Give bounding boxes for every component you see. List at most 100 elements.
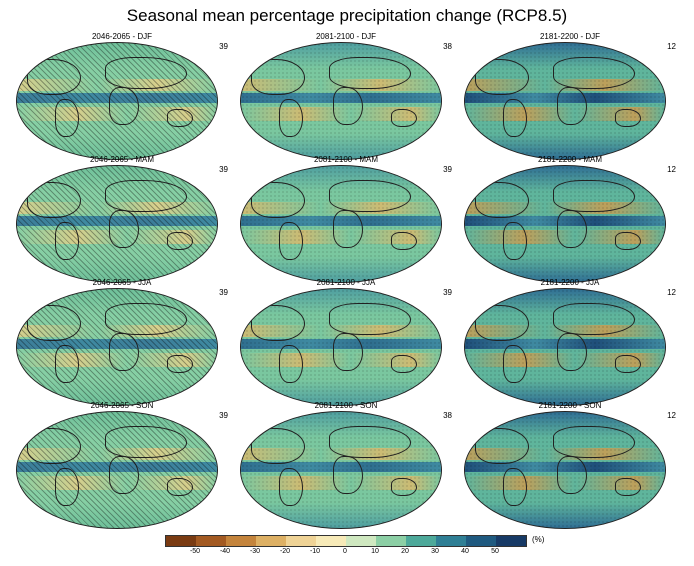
panel-title: 2081-2100 - MAM: [313, 155, 379, 164]
panel-title: 2081-2100 - JJA: [316, 278, 376, 287]
continent-outline: [553, 180, 635, 212]
continent-outline: [553, 303, 635, 335]
continent-outline: [27, 182, 81, 218]
continent-outline: [167, 232, 193, 250]
continent-outline: [55, 468, 79, 506]
continent-outline: [27, 428, 81, 464]
continent-outline: [109, 333, 139, 371]
model-count: 39: [219, 411, 228, 420]
continent-outline: [333, 333, 363, 371]
continent-outline: [475, 182, 529, 218]
colorbar-segment: [496, 536, 526, 546]
continent-outline: [251, 182, 305, 218]
colorbar-tick: 10: [371, 548, 379, 555]
panel-title: 2181-2200 - MAM: [537, 155, 603, 164]
panel-title: 2181-2200 - JJA: [540, 278, 600, 287]
precipitation-map: [16, 165, 218, 283]
panel-title: 2046-2065 - SON: [90, 401, 154, 410]
precipitation-map: [240, 288, 442, 406]
continent-outline: [27, 59, 81, 95]
model-count: 38: [443, 411, 452, 420]
continent-outline: [105, 426, 187, 458]
continent-outline: [475, 305, 529, 341]
continent-outline: [329, 180, 411, 212]
continent-outline: [279, 222, 303, 260]
map-panel: 2046-2065 - DJF 39: [14, 32, 230, 160]
stippling-overlay: [241, 43, 441, 159]
hatching-overlay: [17, 43, 217, 159]
continent-outline: [557, 456, 587, 494]
stippling-overlay: [465, 289, 665, 405]
continent-outline: [615, 355, 641, 373]
continent-outline: [615, 109, 641, 127]
continent-outline: [279, 99, 303, 137]
map-panel: 2181-2200 - DJF 12: [462, 32, 678, 160]
precipitation-map: [240, 42, 442, 160]
colorbar-segment: [406, 536, 436, 546]
continent-outline: [503, 99, 527, 137]
continent-outline: [391, 232, 417, 250]
map-panel: 2046-2065 - SON 39: [14, 401, 230, 529]
colorbar-segment: [226, 536, 256, 546]
figure-title: Seasonal mean percentage precipitation c…: [126, 6, 568, 25]
colorbar-tick: 0: [343, 548, 347, 555]
colorbar-tick: 20: [401, 548, 409, 555]
colorbar-unit: (%): [532, 535, 545, 544]
continent-outline: [279, 468, 303, 506]
panel-title: 2046-2065 - MAM: [89, 155, 155, 164]
colorbar-segment: [376, 536, 406, 546]
stippling-overlay: [241, 166, 441, 282]
continent-outline: [167, 355, 193, 373]
precipitation-map: [16, 288, 218, 406]
continent-outline: [105, 180, 187, 212]
continent-outline: [27, 305, 81, 341]
map-panel: 2046-2065 - JJA 39: [14, 278, 230, 406]
continent-outline: [553, 57, 635, 89]
colorbar-tick: -50: [189, 548, 201, 555]
panel-title: 2046-2065 - DJF: [91, 32, 153, 41]
precipitation-map: [464, 411, 666, 529]
continent-outline: [615, 232, 641, 250]
colorbar-segment: [466, 536, 496, 546]
panel-title: 2181-2200 - DJF: [539, 32, 601, 41]
map-panel: 2046-2065 - MAM 39: [14, 155, 230, 283]
stippling-overlay: [465, 412, 665, 528]
hatching-overlay: [17, 166, 217, 282]
colorbar-segment: [436, 536, 466, 546]
colorbar-tick: 30: [431, 548, 439, 555]
map-panel: 2181-2200 - SON 12: [462, 401, 678, 529]
colorbar-tick: 40: [461, 548, 469, 555]
continent-outline: [553, 426, 635, 458]
map-panel: 2081-2100 - DJF 38: [238, 32, 454, 160]
continent-outline: [251, 305, 305, 341]
continent-outline: [109, 87, 139, 125]
continent-outline: [109, 210, 139, 248]
colorbar-tick: 50: [491, 548, 499, 555]
continent-outline: [391, 478, 417, 496]
colorbar-segment: [196, 536, 226, 546]
continent-outline: [475, 428, 529, 464]
precipitation-map: [464, 288, 666, 406]
panel-title: 2081-2100 - SON: [314, 401, 378, 410]
continent-outline: [503, 222, 527, 260]
continent-outline: [615, 478, 641, 496]
continent-outline: [105, 57, 187, 89]
continent-outline: [557, 333, 587, 371]
colorbar-tick: -40: [219, 548, 231, 555]
precipitation-map: [464, 42, 666, 160]
continent-outline: [503, 345, 527, 383]
continent-outline: [329, 303, 411, 335]
stippling-overlay: [465, 43, 665, 159]
continent-outline: [333, 210, 363, 248]
model-count: 12: [667, 42, 676, 51]
model-count: 39: [219, 165, 228, 174]
model-count: 39: [219, 288, 228, 297]
colorbar: [165, 535, 527, 547]
panel-title: 2181-2200 - SON: [538, 401, 602, 410]
map-panel: 2181-2200 - MAM 12: [462, 155, 678, 283]
continent-outline: [333, 456, 363, 494]
continent-outline: [251, 59, 305, 95]
continent-outline: [391, 109, 417, 127]
hatching-overlay: [17, 412, 217, 528]
panel-title: 2046-2065 - JJA: [92, 278, 152, 287]
